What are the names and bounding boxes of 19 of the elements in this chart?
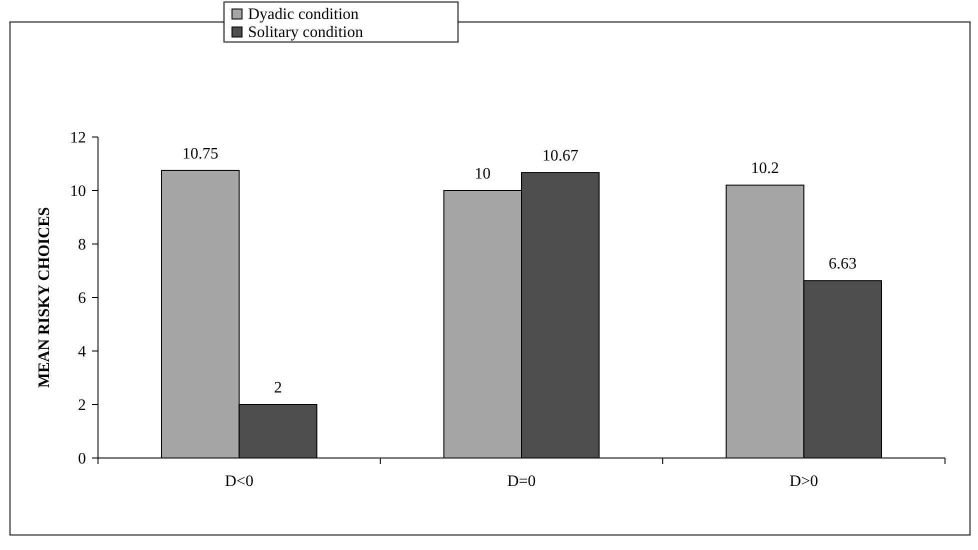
data-label: 2 [274,380,282,396]
y-tick-label: 12 [70,130,86,147]
y-tick-label: 6 [78,290,86,308]
x-tick-label: D>0 [790,473,818,490]
y-axis-title: MEAN RISKY CHOICES [36,207,53,388]
legend-label: Solitary condition [248,24,364,41]
data-label: 10.67 [542,148,578,165]
legend-label: Dyadic condition [248,6,359,23]
y-tick-label: 0 [78,450,86,468]
y-tick-label: 8 [78,236,86,254]
data-label: 10.75 [182,145,218,162]
x-tick-label: D=0 [507,473,536,490]
data-label: 10 [474,166,491,182]
x-tick-label: D<0 [224,473,254,490]
y-tick-label: 10 [70,183,86,200]
y-tick-label: 2 [78,397,86,414]
data-label: 10.2 [751,160,780,178]
data-label: 6.63 [828,256,857,273]
y-tick-label: 4 [78,344,86,361]
